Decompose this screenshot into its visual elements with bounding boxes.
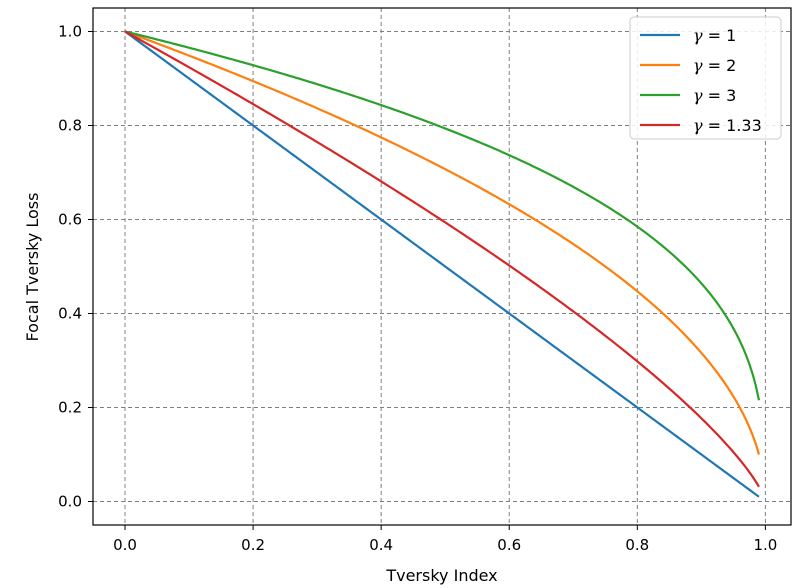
series-line-4: [124, 30, 760, 488]
x-axis-ticks: 0.0 0.2 0.4 0.6 0.8 1.0: [113, 525, 777, 554]
x-tick-label: 0.6: [497, 536, 521, 554]
legend: γ = 1γ = 2γ = 3γ = 1.33: [629, 16, 782, 140]
series-line-1: [124, 30, 760, 498]
legend-gamma-value: = 1.33: [703, 116, 762, 135]
legend-label-1: γ = 1: [693, 26, 736, 45]
y-axis-ticks: 0.0 0.2 0.4 0.6 0.8 1.0: [58, 23, 93, 511]
legend-gamma-value: = 1: [703, 26, 737, 45]
y-tick-label: 0.6: [58, 211, 82, 229]
series-line-2: [124, 30, 761, 455]
x-tick-label: 1.0: [753, 536, 777, 554]
legend-label-2: γ = 2: [693, 56, 736, 75]
series-lines: [124, 30, 761, 498]
legend-label-3: γ = 3: [693, 86, 736, 105]
series-line-3: [124, 30, 761, 401]
legend-gamma-value: = 3: [703, 86, 737, 105]
legend-gamma-value: = 2: [703, 56, 737, 75]
y-tick-label: 1.0: [58, 23, 82, 41]
x-tick-label: 0.8: [625, 536, 649, 554]
plot-frame: [92, 7, 792, 526]
y-tick-label: 0.4: [58, 305, 82, 323]
x-axis-label: Tversky Index: [385, 566, 497, 585]
legend-gamma-symbol: γ: [693, 86, 703, 105]
legend-box: [629, 16, 782, 140]
x-tick-label: 0.2: [241, 536, 265, 554]
legend-gamma-symbol: γ: [693, 116, 703, 135]
legend-label-4: γ = 1.33: [693, 116, 762, 135]
legend-gamma-symbol: γ: [693, 26, 703, 45]
y-axis-label: Focal Tversky Loss: [23, 193, 42, 342]
y-tick-label: 0.8: [58, 117, 82, 135]
legend-gamma-symbol: γ: [693, 56, 703, 75]
y-tick-label: 0.0: [58, 493, 82, 511]
x-tick-label: 0.4: [369, 536, 393, 554]
x-tick-label: 0.0: [113, 536, 137, 554]
y-tick-label: 0.2: [58, 399, 82, 417]
